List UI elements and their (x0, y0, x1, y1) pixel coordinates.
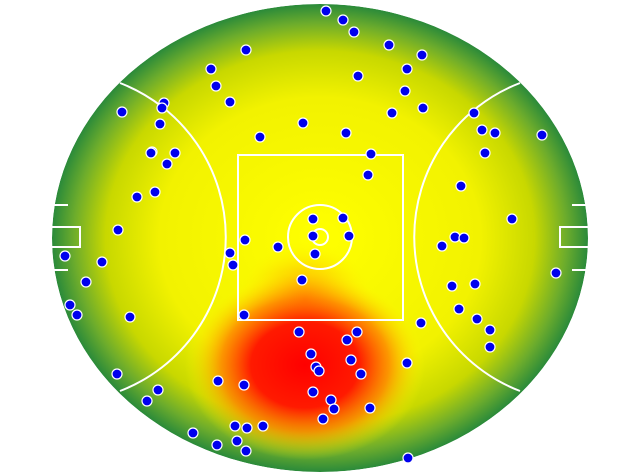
point (340, 127, 352, 139)
point (453, 303, 465, 315)
point (468, 107, 480, 119)
point (307, 213, 319, 225)
point (436, 240, 448, 252)
point (337, 212, 349, 224)
point (401, 357, 413, 369)
point (402, 452, 414, 464)
point (401, 63, 413, 75)
point (257, 420, 269, 432)
point (328, 403, 340, 415)
point (240, 44, 252, 56)
point (386, 107, 398, 119)
point (416, 49, 428, 61)
point (272, 241, 284, 253)
heatmap (52, 4, 588, 472)
point (313, 365, 325, 377)
point (238, 379, 250, 391)
point (458, 232, 470, 244)
point (131, 191, 143, 203)
point (307, 386, 319, 398)
point (455, 180, 467, 192)
point (238, 309, 250, 321)
point (320, 5, 332, 17)
point (307, 230, 319, 242)
point (365, 148, 377, 160)
point (210, 80, 222, 92)
point (484, 324, 496, 336)
point (241, 422, 253, 434)
point (240, 445, 252, 457)
point (351, 326, 363, 338)
point (446, 280, 458, 292)
point (471, 313, 483, 325)
point (239, 234, 251, 246)
point (71, 309, 83, 321)
point (337, 14, 349, 26)
point (116, 106, 128, 118)
point (352, 70, 364, 82)
point (124, 311, 136, 323)
point (229, 420, 241, 432)
point (364, 402, 376, 414)
point (156, 102, 168, 114)
point (536, 129, 548, 141)
point (415, 317, 427, 329)
point (305, 348, 317, 360)
point (309, 248, 321, 260)
point (550, 267, 562, 279)
point (187, 427, 199, 439)
point (362, 169, 374, 181)
point (80, 276, 92, 288)
point (64, 299, 76, 311)
point (254, 131, 266, 143)
point (59, 250, 71, 262)
point (476, 124, 488, 136)
point (383, 39, 395, 51)
point (211, 439, 223, 451)
point (345, 354, 357, 366)
point (224, 247, 236, 259)
point (96, 256, 108, 268)
point (297, 117, 309, 129)
point (506, 213, 518, 225)
point (489, 127, 501, 139)
point (296, 274, 308, 286)
point (141, 395, 153, 407)
point (169, 147, 181, 159)
point (348, 26, 360, 38)
point (111, 368, 123, 380)
point (355, 368, 367, 380)
point (231, 435, 243, 447)
point (399, 85, 411, 97)
point (112, 224, 124, 236)
point (484, 341, 496, 353)
point (417, 102, 429, 114)
point (343, 230, 355, 242)
point (145, 147, 157, 159)
point (212, 375, 224, 387)
point (149, 186, 161, 198)
point (205, 63, 217, 75)
point (227, 259, 239, 271)
point (479, 147, 491, 159)
point (152, 384, 164, 396)
point (224, 96, 236, 108)
point (469, 278, 481, 290)
point (341, 334, 353, 346)
point (161, 158, 173, 170)
point (293, 326, 305, 338)
point (317, 413, 329, 425)
point (154, 118, 166, 130)
